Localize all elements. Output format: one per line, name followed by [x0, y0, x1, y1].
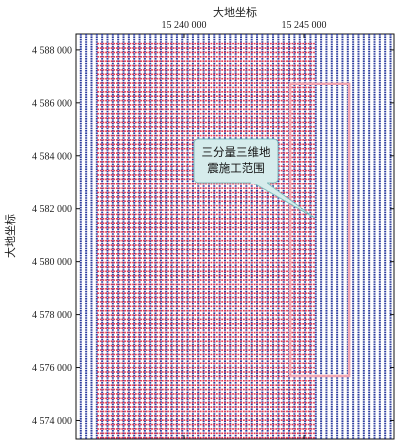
y-tick-label-7: 4 588 000 [32, 45, 72, 56]
x-tick-label-0: 15 240 000 [162, 20, 207, 31]
x-tick-label-1: 15 245 000 [282, 20, 327, 31]
y-tick-label-3: 4 580 000 [32, 257, 72, 268]
callout-box [193, 138, 279, 184]
callout-joint [251, 181, 267, 184]
survey-area-outline [288, 82, 351, 378]
y-axis-title: 大地坐标 [3, 214, 17, 258]
ticks-layer: 4 574 000 4 576 000 4 578 000 4 580 000 4 58… [32, 20, 394, 439]
y-tick-label-1: 4 576 000 [32, 363, 72, 374]
y-tick-label-5: 4 584 000 [32, 151, 72, 162]
callout-text-line-1: 震施工范围 [207, 161, 265, 175]
y-tick-label-4: 4 582 000 [32, 204, 72, 215]
y-tick-label-0: 4 574 000 [32, 416, 72, 427]
y-tick-label-6: 4 586 000 [32, 98, 72, 109]
y-tick-label-2: 4 578 000 [32, 310, 72, 321]
callout-text-line-0: 三分量三维地 [202, 145, 271, 159]
x-axis-title: 大地坐标 [213, 5, 257, 19]
survey-area-layer [288, 82, 351, 378]
